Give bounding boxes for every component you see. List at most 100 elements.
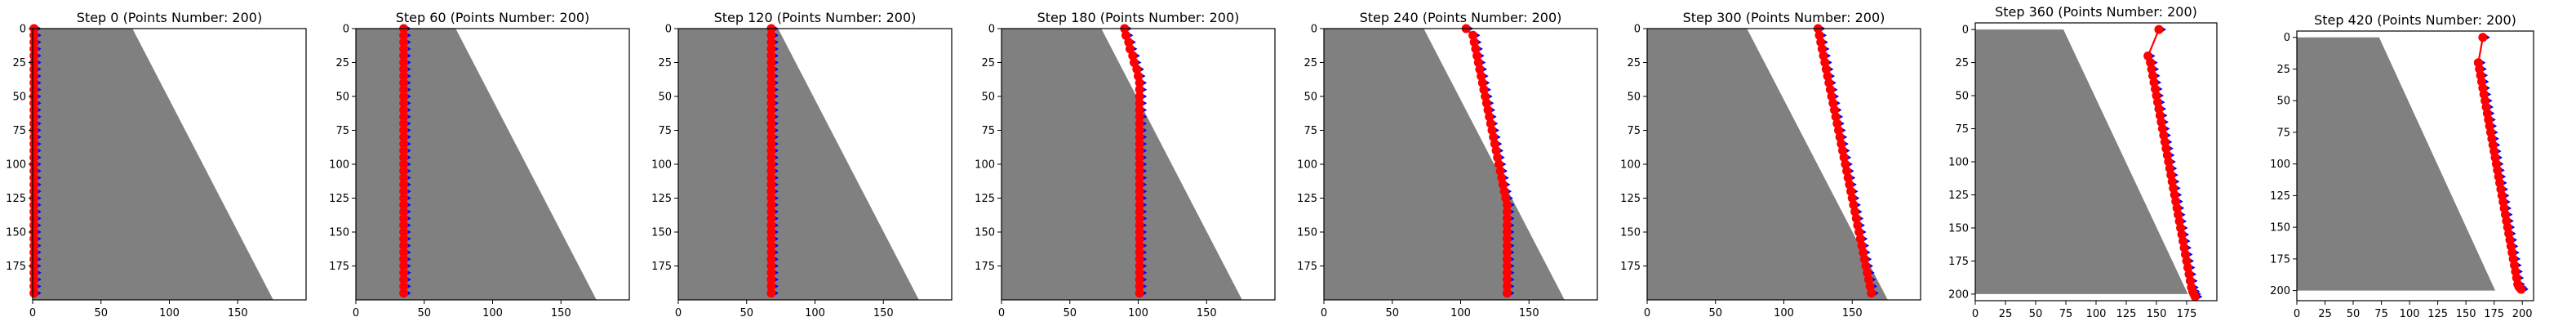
- data-point: [399, 288, 409, 298]
- data-point: [2190, 292, 2200, 302]
- data-point: [766, 254, 776, 264]
- y-tick-label: 125: [1297, 193, 1317, 205]
- y-tick-label: 125: [329, 193, 349, 205]
- data-point: [766, 78, 776, 87]
- data-point: [766, 132, 776, 142]
- data-point: [29, 51, 39, 60]
- data-point: [766, 241, 776, 251]
- x-tick-label: 150: [2147, 308, 2167, 320]
- data-point: [766, 71, 776, 81]
- data-point: [29, 166, 39, 176]
- y-tick-label: 25: [335, 57, 349, 69]
- data-point: [1490, 139, 1499, 149]
- data-point: [1135, 288, 1144, 298]
- obstacle-region: [1647, 29, 1888, 300]
- y-tick-label: 50: [12, 92, 26, 104]
- data-point: [29, 139, 39, 149]
- x-tick-label: 100: [2086, 308, 2107, 320]
- data-point: [29, 180, 39, 190]
- data-point: [1473, 58, 1483, 67]
- x-tick-label: 50: [1708, 307, 1722, 319]
- data-point: [399, 194, 409, 203]
- x-tick-label: 150: [1197, 307, 1217, 319]
- data-point: [2516, 284, 2526, 294]
- data-point: [399, 261, 409, 270]
- data-point: [399, 105, 409, 115]
- data-point: [2154, 25, 2164, 34]
- x-tick-label: 150: [228, 307, 248, 319]
- data-point: [766, 44, 776, 54]
- data-point: [1135, 221, 1144, 230]
- y-tick-label: 175: [1620, 261, 1641, 273]
- y-tick-label: 100: [1948, 157, 1969, 169]
- data-point: [1491, 145, 1501, 155]
- data-point: [29, 186, 39, 196]
- data-point: [1502, 227, 1512, 237]
- y-tick-label: 175: [651, 261, 672, 273]
- data-point: [1502, 261, 1512, 270]
- data-point: [29, 288, 39, 298]
- obstacle-region: [678, 29, 919, 300]
- data-point: [1821, 65, 1831, 74]
- chart-title: Step 120 (Points Number: 200): [714, 10, 917, 25]
- data-point: [1819, 51, 1828, 60]
- data-point: [1867, 288, 1876, 298]
- data-point: [1502, 207, 1512, 217]
- data-point: [766, 248, 776, 257]
- data-point: [29, 85, 39, 95]
- chart-title: Step 180 (Points Number: 200): [1037, 10, 1240, 25]
- x-tick-label: 0: [29, 307, 36, 319]
- data-point: [399, 38, 409, 47]
- y-tick-label: 0: [988, 24, 995, 36]
- data-point: [1502, 281, 1512, 291]
- data-point: [1135, 281, 1144, 291]
- data-point: [1857, 241, 1867, 251]
- data-point: [1845, 180, 1854, 190]
- data-point: [766, 268, 776, 278]
- y-tick-label: 75: [1304, 125, 1317, 137]
- data-point: [1468, 30, 1478, 40]
- x-tick-label: 0: [1321, 307, 1327, 319]
- x-tick-label: 0: [353, 307, 359, 319]
- data-point: [766, 112, 776, 122]
- x-tick-label: 100: [1774, 307, 1794, 319]
- data-point: [1502, 275, 1512, 284]
- data-point: [766, 227, 776, 237]
- data-point: [1134, 71, 1143, 81]
- data-point: [29, 241, 39, 251]
- data-point: [399, 51, 409, 60]
- data-point: [1847, 194, 1857, 203]
- data-point: [29, 44, 39, 54]
- data-point: [766, 200, 776, 210]
- y-tick-label: 25: [12, 57, 26, 69]
- panel-7: 0 25 50 75 100 125 150 175 0 25 50 75 100 125 150 175 20…: [1948, 4, 2218, 320]
- x-tick-label: 75: [2374, 308, 2388, 320]
- y-tick-label: 25: [1304, 57, 1317, 69]
- y-tick-label: 125: [1948, 190, 1969, 202]
- chart-title: Step 0 (Points Number: 200): [77, 10, 262, 25]
- data-point: [29, 78, 39, 87]
- data-point: [29, 112, 39, 122]
- data-point: [1135, 180, 1144, 190]
- data-point: [29, 268, 39, 278]
- data-point: [1502, 254, 1512, 264]
- data-point: [399, 159, 409, 169]
- y-tick-label: 50: [335, 92, 349, 104]
- data-point: [399, 186, 409, 196]
- x-tick-label: 0: [998, 307, 1005, 319]
- data-point: [1135, 78, 1144, 87]
- x-tick-label: 150: [2456, 308, 2476, 320]
- data-point: [399, 241, 409, 251]
- x-tick-label: 175: [2177, 308, 2197, 320]
- data-point: [1135, 166, 1144, 176]
- data-point: [399, 58, 409, 67]
- data-point: [766, 145, 776, 155]
- y-tick-label: 175: [1948, 256, 1969, 268]
- data-point: [399, 234, 409, 243]
- y-tick-label: 100: [1297, 159, 1317, 172]
- data-point: [1831, 112, 1841, 122]
- y-tick-label: 75: [981, 125, 995, 137]
- data-point: [1135, 268, 1144, 278]
- y-tick-label: 0: [1962, 25, 1969, 37]
- data-point: [2478, 33, 2488, 42]
